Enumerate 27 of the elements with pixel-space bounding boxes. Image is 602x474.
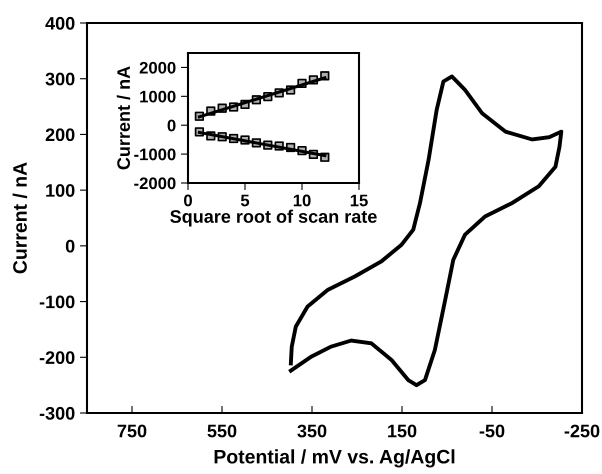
y-tick-label: 400 xyxy=(45,16,74,30)
y-tick-label: 300 xyxy=(45,72,74,86)
x-tick-label: 5 xyxy=(240,194,250,206)
y-tick-label: 100 xyxy=(46,184,74,197)
x-tick-label: 150 xyxy=(388,424,416,438)
y-tick-label: 1000 xyxy=(140,90,176,103)
y-axis-title: Current / nA xyxy=(12,162,28,274)
y-tick-label: -100 xyxy=(40,296,74,308)
x-tick-label: 550 xyxy=(207,424,236,438)
y-tick-label: 2000 xyxy=(140,62,176,74)
x-tick-label: -250 xyxy=(564,424,600,438)
x-tick-label: -50 xyxy=(480,424,504,438)
y-tick-label: 0 xyxy=(168,120,176,132)
y-tick-label: 200 xyxy=(46,128,74,142)
y-axis-title: Current / nA xyxy=(116,66,130,170)
y-tick-label: -1000 xyxy=(134,148,176,160)
x-tick-label: 0 xyxy=(184,194,192,206)
y-tick-label: -300 xyxy=(40,406,74,420)
x-axis-title: Potential / mV vs. Ag/AgCl xyxy=(214,449,454,468)
x-tick-label: 15 xyxy=(350,194,368,206)
x-tick-label: 750 xyxy=(118,424,146,438)
y-tick-label: -200 xyxy=(40,351,74,364)
x-tick-label: 10 xyxy=(294,194,311,206)
y-tick-label: 0 xyxy=(66,240,74,253)
x-axis-title: Square root of scan rate xyxy=(170,210,377,226)
x-tick-label: 350 xyxy=(297,424,326,438)
y-tick-label: -2000 xyxy=(134,177,176,190)
